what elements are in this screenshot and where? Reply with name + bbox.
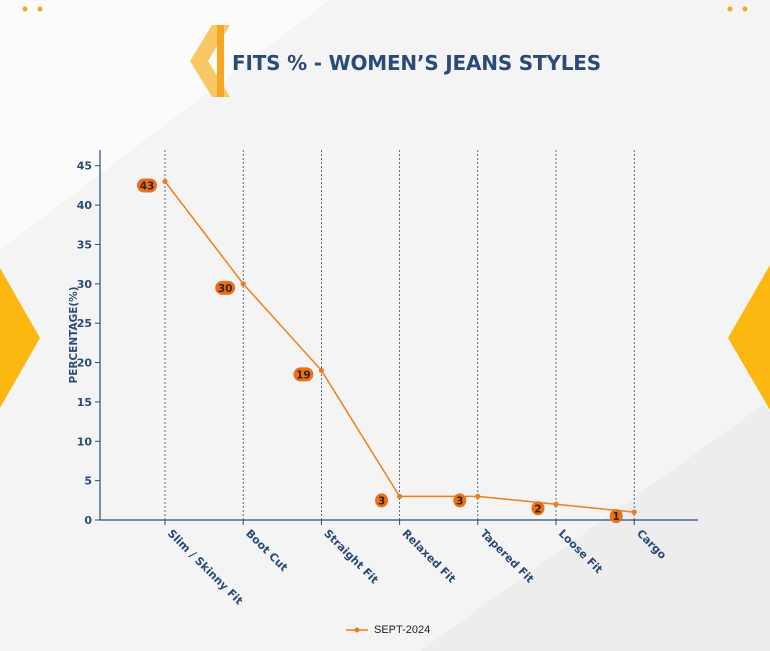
axes: [99, 150, 698, 521]
y-tick-label: 25: [77, 317, 92, 330]
data-label: 19: [296, 369, 311, 381]
data-label: 2: [534, 503, 541, 515]
y-tick-label: 40: [77, 199, 93, 212]
corner-dot: [37, 6, 43, 12]
data-point: [475, 493, 481, 499]
x-tick-label: Cargo: [634, 527, 669, 562]
data-point: [397, 493, 403, 499]
data-point: [631, 509, 637, 515]
data-label-bg: [453, 493, 467, 508]
title-chevron-icon: [190, 25, 230, 97]
data-point: [318, 367, 324, 374]
data-label: 3: [456, 495, 463, 507]
x-tick-label: Straight Fit: [321, 527, 380, 586]
data-point: [553, 501, 559, 507]
y-tick-label: 30: [77, 278, 93, 291]
corner-dot: [727, 6, 733, 12]
x-tick-label: Loose Fit: [556, 527, 605, 576]
data-label-bg: [375, 493, 389, 508]
y-tick-label: 15: [77, 396, 92, 409]
x-tick-label: Tapered Fit: [478, 527, 537, 586]
y-tick-label: 5: [84, 475, 92, 488]
data-label-bg: [215, 280, 236, 295]
y-axis-label: PERCENTAGE(%): [68, 286, 80, 383]
x-tick-label: Relaxed Fit: [399, 527, 458, 586]
corner-dot: [22, 6, 28, 12]
y-tick-label: 0: [84, 514, 92, 527]
y-tick-label: 20: [77, 357, 93, 370]
series-line: [162, 178, 637, 515]
data-label: 1: [613, 511, 620, 523]
corner-dot: [742, 6, 748, 12]
legend-label: SEPT-2024: [374, 624, 431, 636]
chart-title: FITS % - WOMEN’S JEANS STYLES: [232, 51, 601, 75]
data-label-bg: [531, 501, 545, 516]
data-label: 43: [140, 180, 155, 192]
data-label-bg: [293, 367, 314, 382]
x-tick-label: Slim / Skinny Fit: [165, 527, 245, 607]
data-labels: 43 30 19 3 3 2 1: [137, 178, 623, 524]
data-label-bg: [609, 509, 623, 524]
y-tick-label: 35: [77, 238, 92, 251]
y-tick-label: 10: [77, 435, 93, 448]
data-label-bg: [137, 178, 157, 193]
x-tick-label: Boot Cut: [243, 527, 290, 574]
title-block: FITS % - WOMEN’S JEANS STYLES: [190, 25, 601, 97]
gridlines: [164, 150, 635, 520]
legend: SEPT-2024: [346, 624, 430, 636]
right-side-triangle: [728, 265, 770, 410]
data-label: 30: [218, 283, 233, 295]
data-label: 3: [378, 495, 385, 507]
data-point: [162, 178, 168, 185]
data-point: [240, 281, 246, 287]
y-tick-label: 45: [77, 160, 92, 173]
legend-marker-icon: [346, 627, 368, 633]
y-ticks: 0 5 10 15 20 25 30 35 40 45: [77, 160, 100, 527]
left-side-triangle: [0, 268, 40, 408]
